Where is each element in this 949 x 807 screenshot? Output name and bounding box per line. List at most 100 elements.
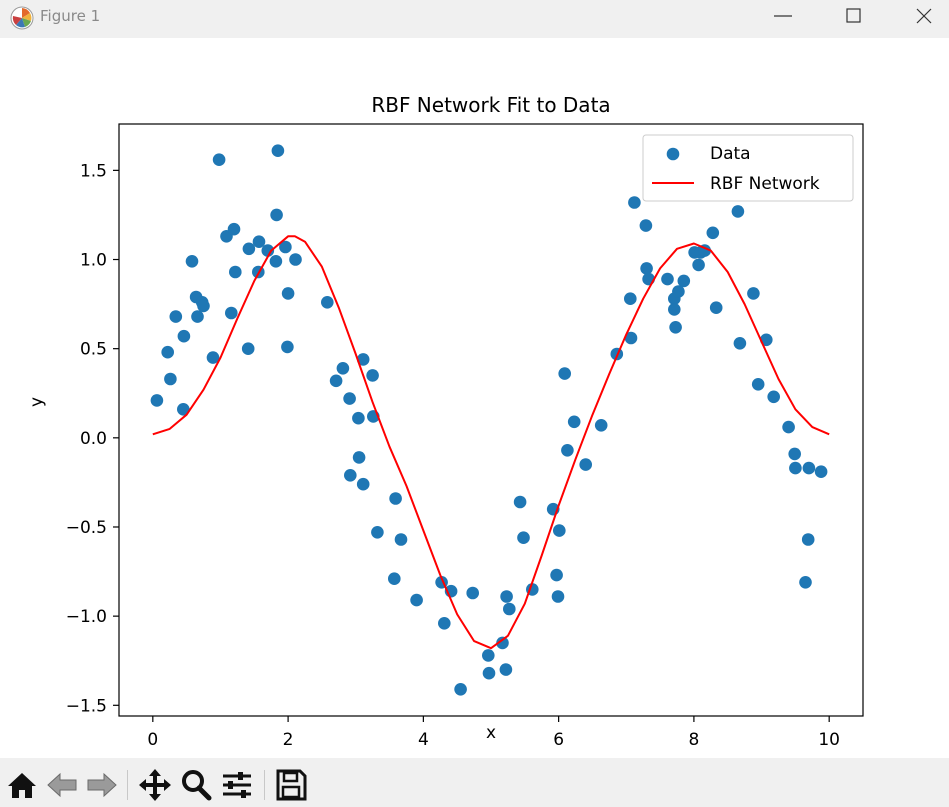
rbf-network-line [152, 235, 830, 650]
x-tick-label: 8 [688, 730, 699, 750]
data-point [366, 369, 379, 382]
data-point [550, 568, 563, 582]
data-point [279, 240, 292, 254]
data-point [594, 419, 608, 432]
data-point [438, 617, 451, 630]
data-point [672, 285, 685, 298]
configure-icon[interactable] [219, 767, 255, 803]
data-point [212, 153, 226, 166]
zoom-icon[interactable] [178, 767, 214, 803]
toolbar-separator [127, 770, 128, 800]
data-point [499, 663, 513, 676]
data-point [252, 235, 266, 248]
data-point [242, 242, 256, 256]
axes-frame [118, 123, 864, 717]
data-point [789, 461, 802, 475]
x-tick-label: 0 [147, 730, 158, 750]
window-titlebar: Figure 1 [0, 0, 949, 38]
data-point [185, 255, 199, 268]
data-point [229, 265, 242, 279]
data-point [289, 253, 302, 266]
data-point [150, 394, 164, 407]
data-point [269, 255, 283, 268]
data-point [466, 586, 480, 600]
data-point [503, 602, 516, 616]
data-point [161, 345, 174, 359]
back-icon[interactable] [44, 767, 80, 803]
x-tick-label: 4 [418, 730, 429, 750]
legend-box [642, 134, 854, 202]
data-point [241, 342, 255, 356]
data-point [197, 299, 210, 313]
data-point [389, 492, 402, 505]
data-point [371, 526, 384, 539]
data-point [513, 495, 527, 509]
data-point [639, 219, 653, 232]
data-point [799, 576, 812, 589]
save-icon[interactable] [273, 767, 309, 803]
window-title: Figure 1 [40, 7, 101, 25]
data-point [551, 590, 565, 603]
data-point [731, 205, 745, 218]
data-point [747, 287, 760, 300]
data-point [801, 533, 815, 546]
y-tick-label: −1.0 [66, 607, 107, 627]
data-point [352, 451, 366, 464]
navigation-toolbar [0, 758, 949, 807]
data-point [261, 244, 275, 257]
y-axis: −1.5 −1.0 −0.5 0.0 0.5 1.0 1.5 [66, 161, 119, 716]
legend-label-fit: RBF Network [710, 174, 820, 194]
data-point [788, 447, 801, 461]
data-point [669, 321, 682, 334]
data-point [281, 340, 294, 354]
forward-icon[interactable] [84, 767, 120, 803]
data-point [500, 590, 513, 603]
x-axis-label: x [486, 723, 496, 743]
matplotlib-logo-icon [10, 6, 34, 30]
data-point [751, 378, 765, 391]
y-tick-label: −0.5 [66, 518, 107, 538]
data-point [517, 531, 530, 544]
data-point [553, 524, 566, 537]
data-point [579, 458, 592, 471]
maximize-icon[interactable] [819, 0, 887, 34]
legend-label-data: Data [710, 144, 751, 164]
data-point [225, 306, 238, 320]
minimize-icon[interactable] [749, 0, 817, 34]
toolbar-separator [264, 770, 265, 800]
data-point [394, 533, 408, 546]
data-point [482, 666, 496, 680]
data-point [628, 196, 641, 209]
chart: RBF Network Fit to Data 0 2 4 6 8 10 −1.5 −1.0… [27, 93, 864, 750]
chart-title: RBF Network Fit to Data [371, 93, 610, 117]
data-point [482, 649, 495, 662]
data-point [388, 572, 401, 585]
data-point [558, 367, 571, 380]
x-tick-label: 10 [818, 730, 840, 750]
data-point [561, 444, 574, 457]
data-point [640, 262, 653, 275]
data-point [814, 465, 828, 479]
home-icon[interactable] [4, 767, 40, 803]
data-point [567, 415, 581, 429]
y-tick-label: 1.0 [80, 251, 107, 271]
y-axis-label: y [27, 397, 47, 407]
data-point [410, 593, 423, 607]
data-point [782, 420, 795, 434]
data-point [709, 301, 723, 315]
data-point [271, 144, 285, 157]
pan-icon[interactable] [137, 767, 173, 803]
legend: Data RBF Network [642, 134, 854, 202]
data-point [624, 331, 638, 345]
data-point [706, 226, 720, 240]
data-point [270, 208, 283, 222]
y-tick-label: 1.5 [80, 161, 107, 181]
plot-area [150, 144, 830, 696]
x-tick-label: 6 [553, 730, 564, 750]
close-icon[interactable] [881, 0, 949, 34]
y-tick-label: 0.5 [80, 340, 107, 360]
figure-canvas[interactable]: RBF Network Fit to Data 0 2 4 6 8 10 −1.5 −1.0… [0, 38, 949, 758]
data-point [733, 337, 747, 350]
data-point [661, 272, 674, 286]
y-tick-label: 0.0 [80, 429, 107, 449]
